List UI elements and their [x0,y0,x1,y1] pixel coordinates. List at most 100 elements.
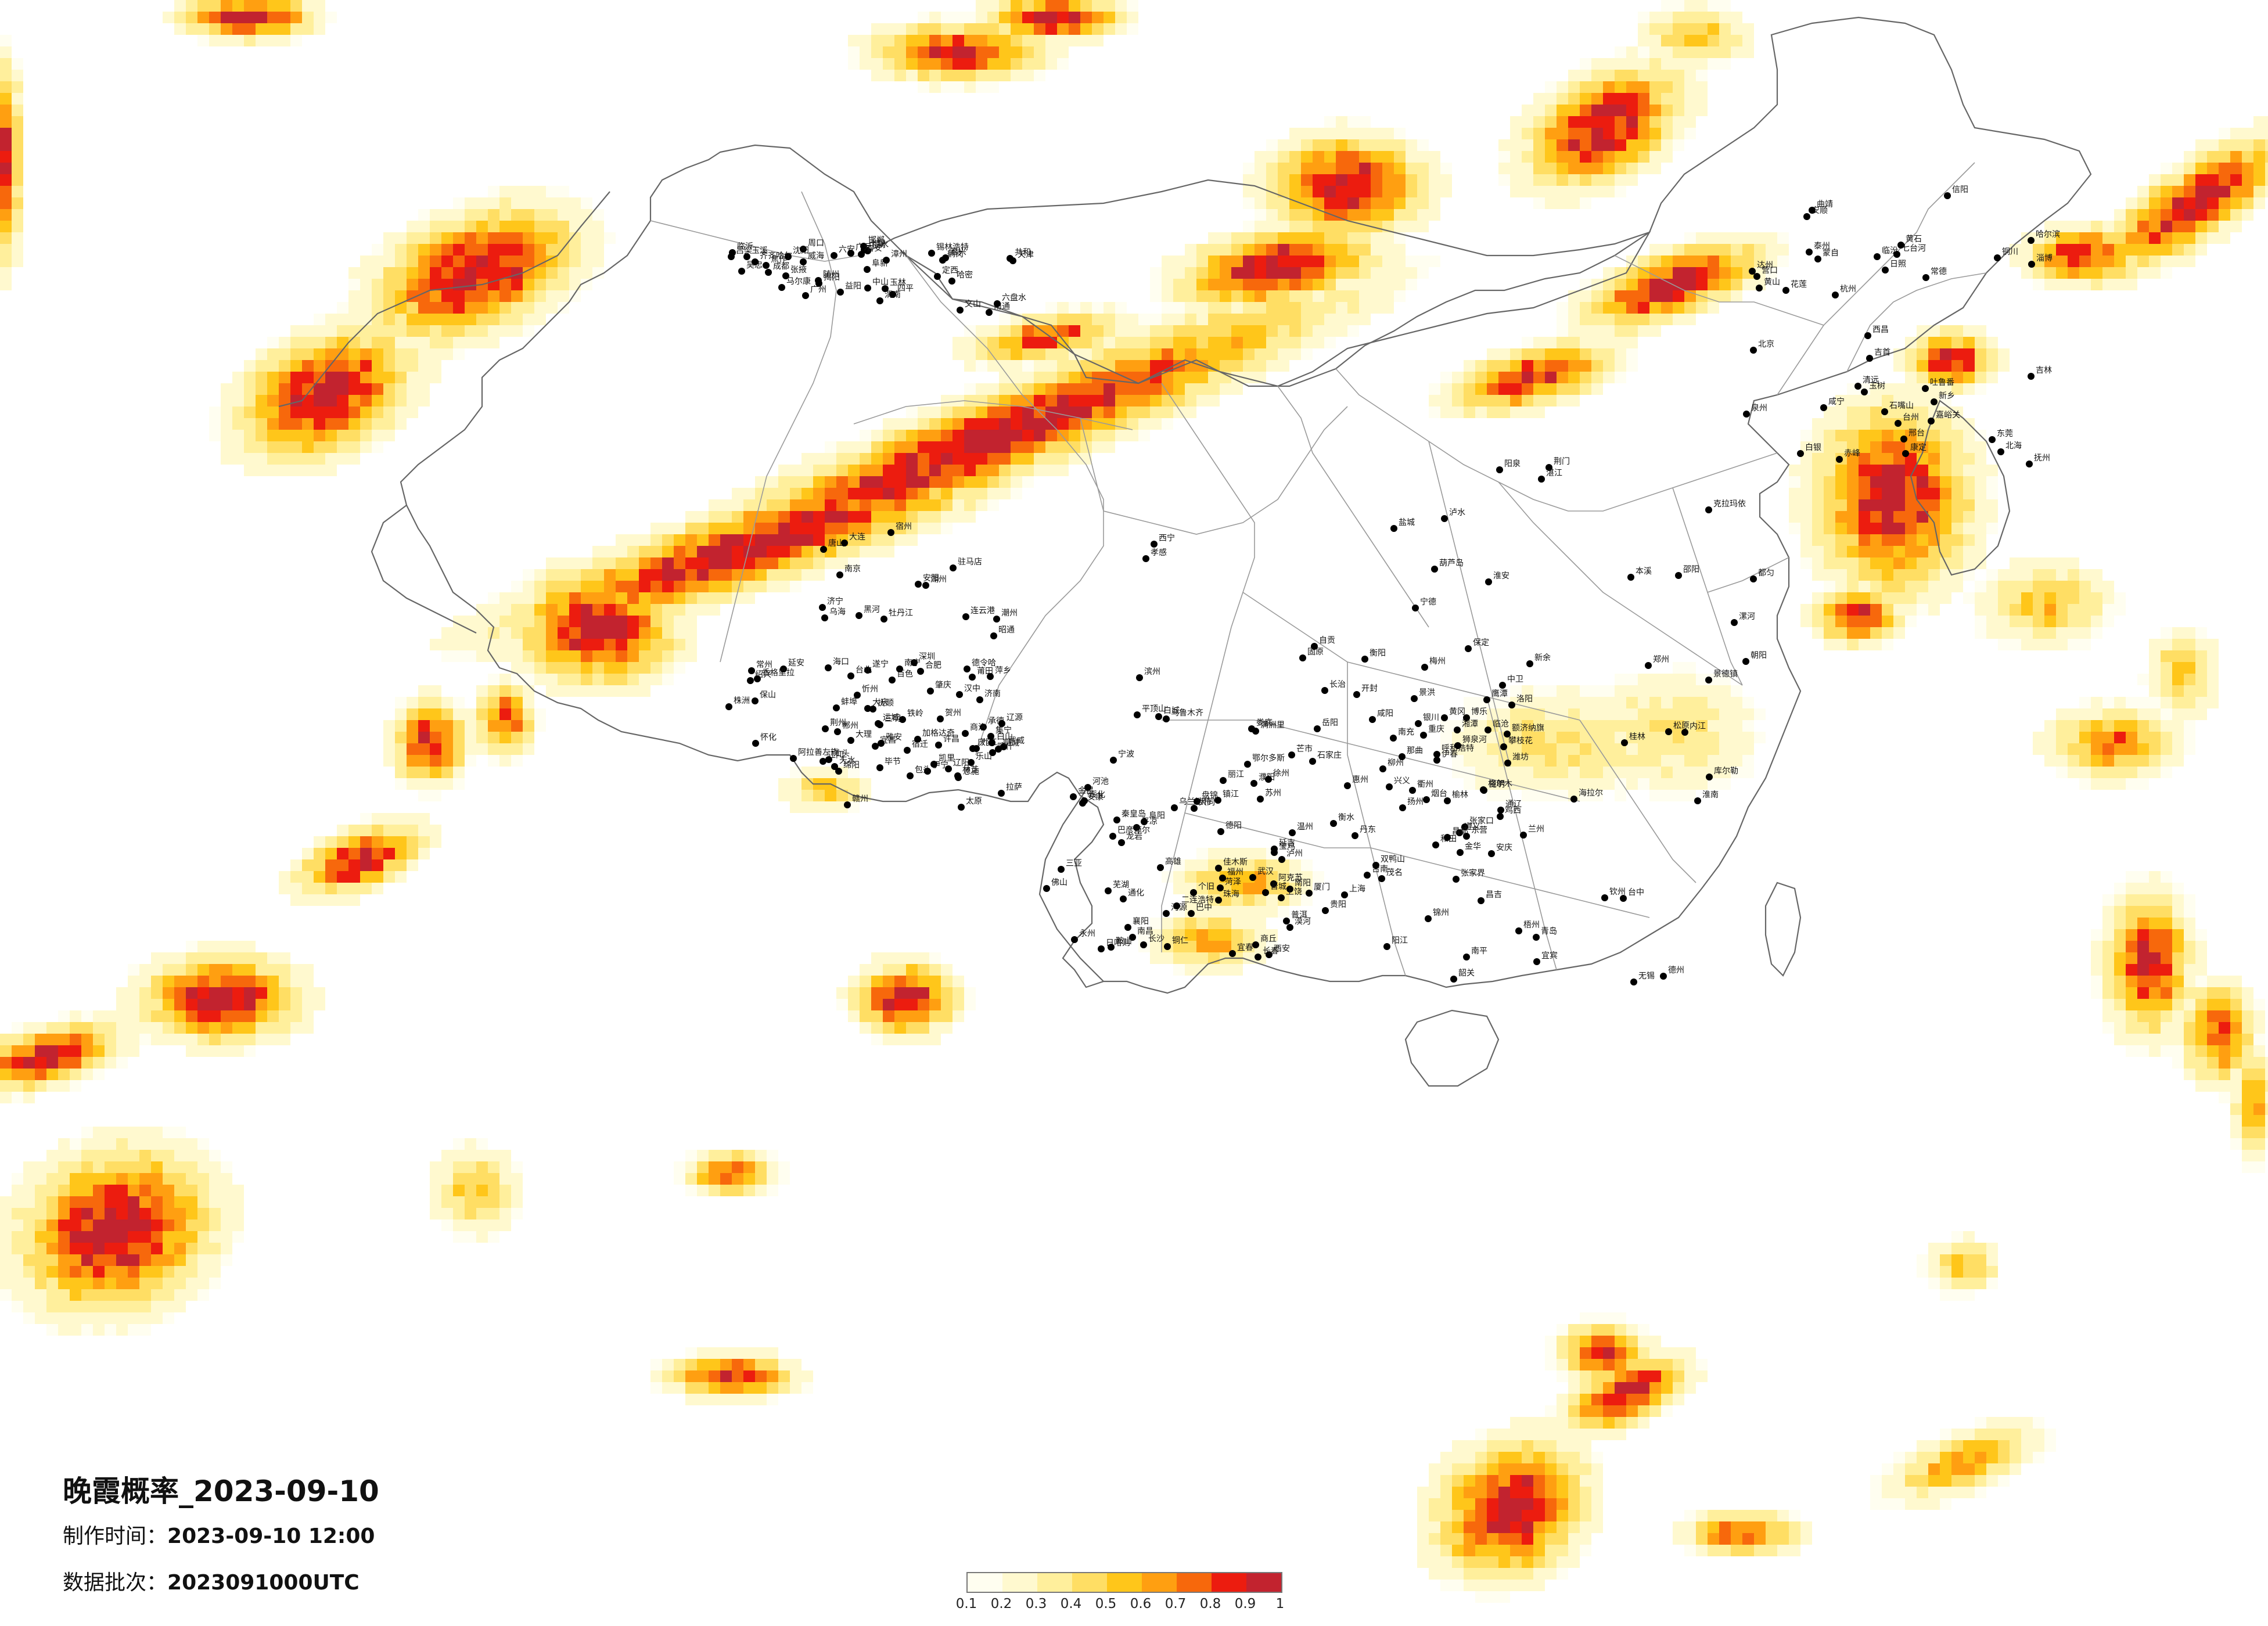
probability-cell [2230,1103,2242,1115]
probability-cell [2161,732,2172,743]
probability-cell [1510,395,1522,406]
city-dot[interactable] [1163,715,1170,722]
probability-cell [1417,186,1429,197]
city-dot[interactable] [1478,897,1485,904]
probability-cell [2033,743,2044,755]
probability-cell [70,1231,81,1243]
probability-cell [1011,23,1022,35]
probability-cell [1545,383,1557,395]
probability-cell [1278,302,1289,314]
probability-cell [1951,337,1963,348]
probability-cell [1731,244,1742,256]
city-dot[interactable] [1000,743,1007,750]
probability-cell [256,0,267,12]
city-dot[interactable] [1270,880,1277,887]
probability-cell [1673,256,1684,267]
probability-cell [418,325,430,337]
probability-cell [174,1022,186,1034]
city-dot[interactable] [1706,774,1713,780]
probability-cell [488,256,499,267]
probability-cell [348,894,360,906]
city-dot[interactable] [934,273,941,280]
probability-cell [2114,952,2126,964]
probability-cell [2184,197,2195,209]
city-dot[interactable] [1520,832,1527,839]
city-dot[interactable] [1070,793,1077,800]
probability-cell [430,639,441,650]
city-dot[interactable] [1432,841,1439,848]
probability-cell [523,186,534,197]
probability-cell [1231,302,1243,314]
probability-cell [1963,430,1975,441]
probability-cell [534,592,546,604]
probability-cell [58,1220,70,1231]
city-dot[interactable] [1797,450,1804,457]
probability-cell [128,1312,139,1324]
city-dot[interactable] [948,278,955,285]
probability-cell [1917,546,1928,557]
city-dot[interactable] [964,665,971,672]
city-dot[interactable] [1928,418,1935,425]
probability-cell [465,290,476,302]
probability-cell [1870,1475,1882,1487]
probability-cell [953,976,964,987]
probability-cell [1951,348,1963,360]
probability-cell [499,1208,511,1220]
probability-cell [1859,418,1870,430]
probability-cell [58,1231,70,1243]
probability-cell [395,337,407,348]
probability-cell [627,557,639,569]
probability-cell [453,337,465,348]
probability-cell [2102,221,2114,232]
city-dot[interactable] [1705,506,1712,513]
city-dot[interactable] [782,272,789,279]
probability-cell [1568,1394,1580,1405]
probability-cell [1928,1475,1940,1487]
city-dot[interactable] [1151,541,1158,548]
probability-cell [825,453,836,465]
probability-cell [1080,395,1092,406]
probability-cell [1231,964,1243,976]
probability-cell [418,221,430,232]
probability-cell [1731,232,1742,244]
probability-cell [523,232,534,244]
probability-cell [1417,174,1429,186]
probability-cell [2172,906,2184,918]
probability-cell [2126,871,2137,883]
probability-cell [720,534,732,546]
probability-cell [546,604,558,616]
probability-cell [592,546,604,557]
probability-cell [2091,952,2102,964]
probability-cell [523,662,534,674]
probability-cell [46,1045,58,1057]
probability-cell [1347,139,1359,151]
probability-cell [1812,523,1824,534]
probability-cell [941,70,953,81]
probability-cell [1661,1359,1673,1370]
probability-cell [2068,732,2079,743]
probability-cell [151,1150,163,1161]
probability-cell [767,534,778,546]
probability-cell [1859,523,1870,534]
probability-cell [1243,221,1255,232]
probability-cell [546,557,558,569]
probability-cell [2195,685,2207,697]
probability-cell [941,58,953,70]
probability-cell [232,395,244,406]
probability-cell [2010,581,2021,592]
city-dot[interactable] [1463,714,1470,721]
probability-cell [2184,639,2195,650]
probability-cell [1777,1521,1789,1533]
probability-cell [987,465,999,476]
city-dot[interactable] [924,768,931,775]
probability-cell [953,476,964,488]
city-dot[interactable] [831,763,838,770]
city-dot[interactable] [1922,385,1929,392]
city-dot[interactable] [989,749,996,756]
probability-cell [1940,534,1951,546]
probability-cell [2207,650,2219,662]
probability-cell [1812,546,1824,557]
city-dot[interactable] [1133,824,1140,831]
